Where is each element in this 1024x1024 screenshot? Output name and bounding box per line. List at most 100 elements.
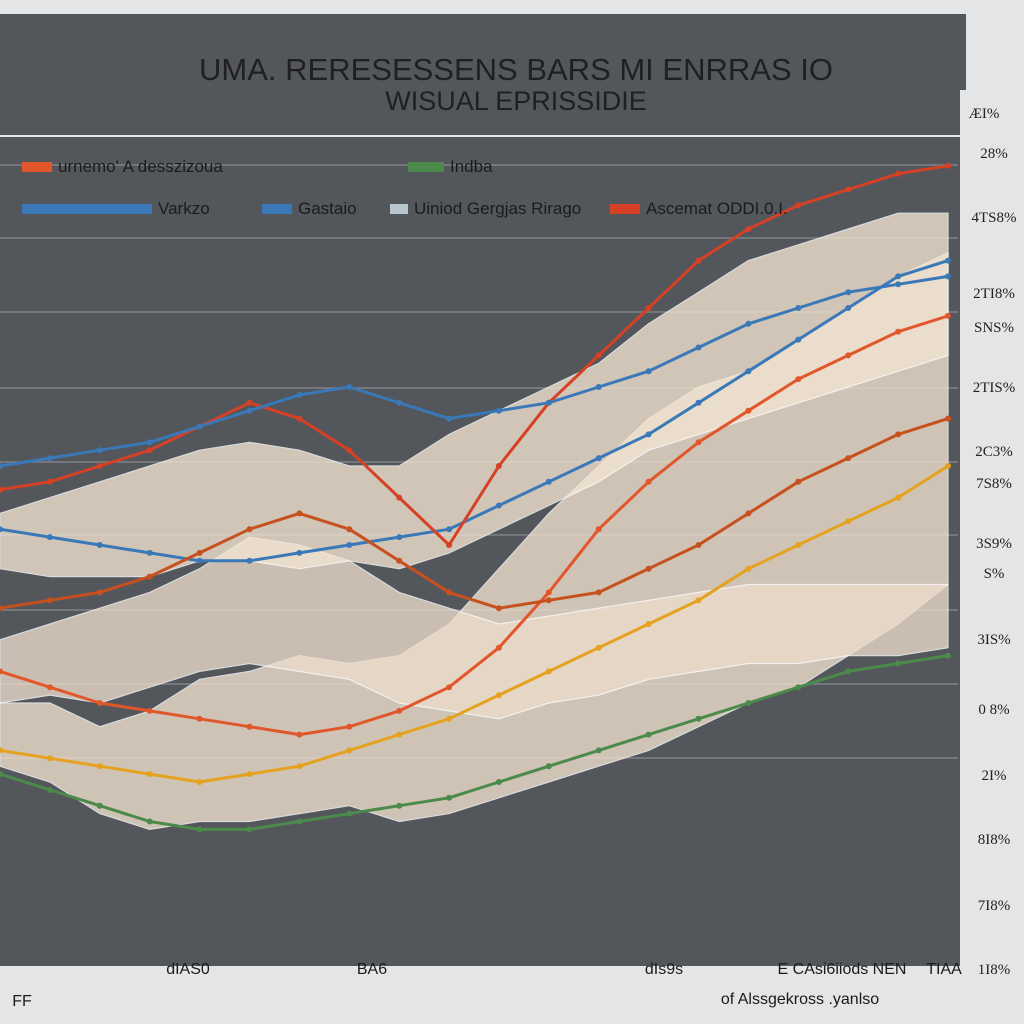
data-point-1-9 [446,526,453,533]
data-point-1-5 [246,557,253,564]
data-point-0-3 [146,707,153,714]
data-point-5-11 [545,399,552,406]
series-line-1 [0,259,949,563]
data-point-4-15 [745,226,752,232]
data-point-6-17 [845,455,852,462]
top-tick-label: ÆI% [969,106,1000,122]
y-axis-ticks: 28% 4TS8% 2TI8% SNS% 2TIS% 2C3% 7S8% 3S9% S% 3IS%… [972,146,1017,978]
data-point-3-14 [695,715,702,722]
series-5 [0,273,951,469]
data-point-0-11 [545,589,552,596]
series-line-3 [0,654,949,831]
data-point-3-9 [446,794,453,801]
data-point-6-14 [695,542,702,548]
data-point-2-0 [0,747,3,754]
data-point-0-14 [695,439,702,446]
data-point-5-7 [346,384,353,390]
legend-label-0: urnemo' A desszizoua [58,157,223,176]
y-tick-label-4: 2TIS% [973,380,1016,396]
y-tick-label-9: 3IS% [977,632,1010,648]
data-point-2-2 [96,763,103,770]
x-tick-label-0: dIAS0 [166,961,210,978]
data-point-4-12 [595,352,602,359]
legend-item-5: Ascemat ODDI.0.I. [610,199,788,218]
legend-swatch-4 [390,204,408,214]
series-1 [0,257,951,564]
series-line-2 [0,464,949,784]
data-point-0-0 [0,668,3,675]
data-point-0-15 [745,407,752,414]
y-tick-label-10: 0 8% [978,702,1009,718]
series-0 [0,312,951,738]
legend-label-5: Ascemat ODDI.0.I. [646,199,788,218]
data-point-5-4 [196,423,203,430]
data-point-6-5 [246,526,253,533]
data-point-0-4 [196,715,203,722]
data-point-0-13 [645,478,652,485]
data-point-1-16 [795,336,802,343]
data-point-1-12 [595,455,602,462]
legend-swatch-1 [408,162,444,172]
data-point-5-5 [246,407,253,414]
series-lines [0,162,951,833]
data-point-2-11 [545,668,552,675]
data-point-6-9 [446,589,453,596]
legend-item-0: urnemo' A desszizoua [22,157,223,176]
data-point-4-9 [446,542,453,548]
y-axis-panel [960,90,1024,1024]
data-point-4-18 [895,170,902,177]
data-point-6-2 [96,589,103,596]
series-line-6 [0,417,949,610]
legend-item-2: Varkzo [22,199,210,218]
data-point-5-6 [296,391,303,398]
data-point-6-8 [396,557,403,564]
data-point-3-11 [545,763,552,770]
data-point-5-19 [945,273,951,280]
data-point-5-1 [46,455,53,462]
data-point-0-1 [46,684,53,691]
data-point-1-1 [46,534,53,541]
data-point-0-18 [895,328,902,335]
data-point-6-7 [346,526,353,533]
y-tick-label-8: S% [984,566,1005,582]
data-point-2-9 [446,715,453,722]
data-point-3-19 [945,652,951,659]
y-tick-label-7: 3S9% [976,536,1012,552]
data-point-1-7 [346,542,353,548]
data-point-2-18 [895,494,902,501]
data-point-2-1 [46,755,53,762]
data-point-3-6 [296,818,303,825]
data-point-3-3 [146,818,153,825]
data-point-5-3 [146,439,153,446]
corner-label: FF [12,993,32,1010]
legend-label-4: Uiniod Gergjas Rirago [414,199,581,218]
data-point-3-16 [795,684,802,691]
area-bands [0,212,949,831]
x-axis-caption: of Alssgekross .yanlso [721,991,879,1008]
data-point-2-5 [246,771,253,778]
series-line-5 [0,274,949,468]
legend-swatch-2 [22,204,152,214]
series-line-4 [0,164,949,547]
data-point-2-7 [346,747,353,754]
data-point-5-0 [0,463,3,469]
data-point-3-7 [346,810,353,817]
data-point-5-14 [695,344,702,351]
legend-label-3: Gastaio [298,199,357,218]
x-tick-label-2: dIs9s [645,961,683,978]
data-point-5-16 [795,305,802,311]
y-tick-label-13: 7I8% [978,898,1011,914]
data-point-6-13 [645,565,652,572]
data-point-3-13 [645,731,652,738]
chart-subtitle: WISUAL EPRISSIDIE [385,86,647,116]
data-point-6-3 [146,573,153,580]
data-point-6-0 [0,605,3,612]
data-point-1-8 [396,534,403,541]
data-point-2-17 [845,518,852,525]
area-band-2 [0,212,949,578]
data-point-1-3 [146,549,153,556]
data-point-4-10 [495,463,502,469]
y-tick-label-0: 28% [980,146,1008,162]
legend-label-2: Varkzo [158,199,210,218]
data-point-3-2 [96,802,103,809]
